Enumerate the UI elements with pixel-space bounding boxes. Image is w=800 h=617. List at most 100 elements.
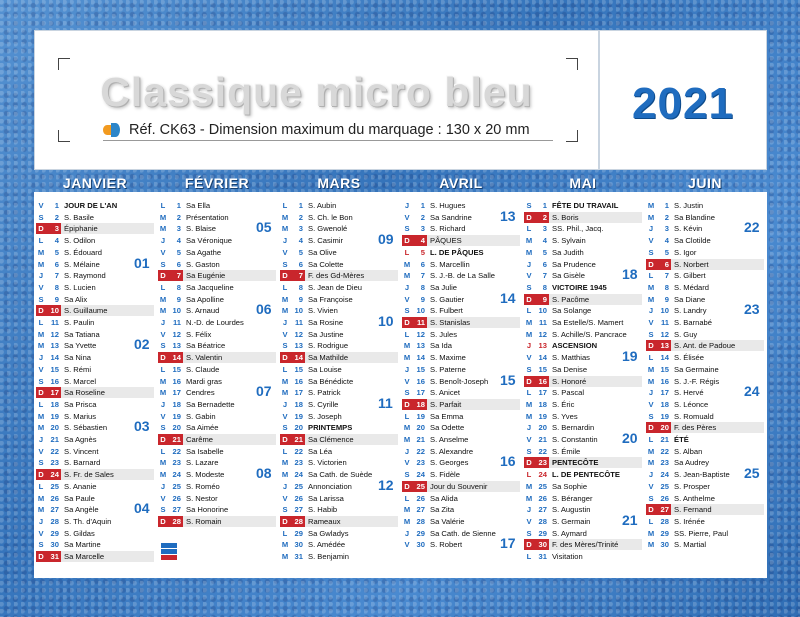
weekday-letter: L [404, 411, 410, 421]
day-row: M 14 S. Maxime [402, 352, 520, 363]
day-number: 27 [656, 504, 671, 516]
week-number: 24 [744, 383, 760, 400]
weekday-letter: V [38, 446, 44, 456]
saint-name: S. Igor [674, 247, 697, 257]
weekday-letter: V [404, 294, 410, 304]
saint-name: S. Basile [64, 212, 94, 222]
day-row: S 15 Sa Denise [524, 364, 642, 375]
saint-name: S. J.-F. Régis [674, 376, 720, 386]
saint-name: PENTECÔTE [549, 457, 642, 469]
saint-name: S. Alexandre [430, 446, 474, 456]
day-row: V 19 S. Gabin [158, 411, 276, 422]
day-number: 28 [290, 515, 305, 527]
saint-name: Sa Rosine [308, 318, 344, 327]
day-number: 13 [172, 341, 181, 351]
day-number: 31 [294, 552, 303, 561]
day-row: M 22 S. Alban [646, 446, 764, 457]
weekday-letter: D [402, 398, 412, 410]
day-number: 19 [294, 411, 303, 421]
month-column: J 1 S. Hugues V 2 Sa Sandrine S 3 S. Richard D 4 PÂ… [402, 192, 524, 578]
saint-name: Rameaux [305, 515, 398, 527]
weekday-letter: L [648, 353, 654, 363]
week-number: 05 [256, 219, 272, 236]
saint-name: Sa Angèle [64, 505, 99, 515]
reference-line: Réf. CK63 - Dimension maximum du marquag… [103, 119, 553, 141]
day-row: M 6 S. Marcellin [402, 259, 520, 270]
weekday-letter: M [37, 259, 45, 269]
day-row: M 1 S. Justin [646, 200, 764, 211]
day-row: V 26 S. Nestor [158, 493, 276, 504]
day-number: 20 [50, 423, 59, 433]
saint-name: Sa Marcelle [61, 551, 154, 562]
day-row: J 3 S. Kévin [646, 223, 764, 234]
weekday-letter: M [525, 481, 533, 491]
weekday-letter: M [647, 458, 655, 468]
week-number: 11 [378, 394, 393, 411]
saint-name: S. Marius [64, 411, 97, 421]
saint-name: S. Lucien [64, 282, 96, 292]
day-row: D 31 Sa Marcelle [36, 551, 154, 562]
saint-name: Sa Solange [552, 306, 592, 316]
saint-name: S. Émile [552, 446, 581, 456]
saint-name: S. Ant. de Padoue [671, 340, 764, 352]
day-number: 8 [542, 282, 547, 292]
week-number: 16 [500, 453, 516, 470]
weekday-letter: V [404, 540, 410, 550]
saint-name: S. Romuald [674, 411, 714, 421]
saint-name: Sa Mathilde [305, 352, 398, 364]
saint-name: SS. Pierre, Paul [674, 528, 729, 538]
week-number: 07 [256, 383, 272, 400]
day-row: D 14 Sa Mathilde [280, 352, 398, 364]
day-number: 21 [168, 434, 183, 445]
weekday-letter: M [37, 247, 45, 257]
day-number: 19 [172, 411, 181, 421]
weekday-letter: D [280, 270, 290, 282]
saint-name: Sa Agathe [186, 247, 222, 257]
weekday-letter: L [38, 481, 44, 491]
day-row: M 23 Sa Audrey [646, 457, 764, 468]
day-number: 19 [538, 411, 547, 421]
day-row: D 2 S. Boris [524, 211, 642, 223]
weekday-letter: S [160, 423, 166, 433]
weekday-letter: D [280, 352, 290, 364]
weekday-letter: V [648, 236, 654, 246]
day-number: 6 [298, 259, 303, 269]
weekday-letter: D [280, 434, 290, 445]
day-row: S 27 S. Habib [280, 504, 398, 515]
day-number: 10 [294, 306, 303, 316]
weekday-letter: J [648, 306, 654, 316]
day-number: 16 [172, 376, 181, 386]
saint-name: S. Valentin [183, 352, 276, 364]
saint-name: Sa Apolline [186, 294, 224, 304]
saint-name: Sa Isabelle [186, 446, 224, 456]
saint-name: S. Gaston [186, 259, 220, 269]
saint-name: S. Gwenolé [308, 224, 348, 234]
day-row: J 7 S. Raymond [36, 270, 154, 281]
weekday-letter: S [282, 423, 288, 433]
day-number: 9 [420, 294, 425, 304]
saint-name: ASCENSION [552, 341, 598, 351]
day-number: 17 [46, 387, 61, 399]
saint-name: Sa Yvette [64, 341, 97, 351]
saint-name: S. Robert [430, 540, 463, 550]
saint-name: S. Anselme [430, 435, 469, 444]
day-row: M 28 Sa Valérie [402, 516, 520, 527]
day-row: V 21 S. Constantin [524, 434, 642, 445]
saint-name: S. Germain [552, 516, 591, 526]
day-number: 5 [664, 247, 669, 257]
weekday-letter: M [403, 271, 411, 281]
day-row: S 2 S. Basile [36, 212, 154, 223]
calendar-year: 2021 [632, 79, 734, 128]
saint-name: FÊTE DU TRAVAIL [552, 201, 619, 210]
weekday-letter: D [646, 258, 656, 270]
saint-name: Sa Denise [552, 364, 588, 374]
day-row: S 3 S. Richard [402, 223, 520, 234]
weekday-letter: J [404, 528, 410, 538]
day-row: L 15 Sa Louise [280, 364, 398, 375]
weekday-letter: S [648, 329, 654, 339]
weekday-letter: M [281, 540, 289, 550]
day-number: 14 [50, 353, 59, 363]
day-number: 9 [298, 294, 303, 304]
saint-name: Sa Paule [64, 493, 95, 503]
weekday-letter: D [36, 387, 46, 399]
